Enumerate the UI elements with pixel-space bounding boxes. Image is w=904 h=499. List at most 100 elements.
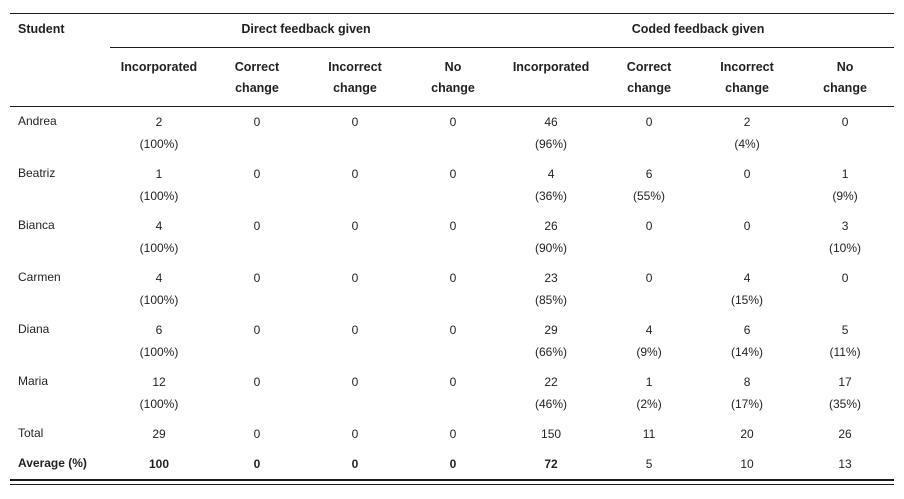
group-header-row: Student Direct feedback given Coded feed… [10,13,895,107]
data-cell: 2 (4%) [698,107,796,160]
data-cell: 1 (2%) [600,367,698,419]
data-cell: 100 [110,449,208,479]
cell-count: 0 [253,375,261,389]
cell-count: 0 [351,427,359,441]
cell-pct: (100%) [139,345,179,359]
column-header-coded-correct-change: Correct change [600,47,699,107]
data-cell: 0 [306,449,404,479]
cell-count: 0 [449,167,457,181]
data-cell: 17 (35%) [796,367,894,419]
cell-count: 5 [645,457,653,471]
data-cell: 0 [698,159,796,211]
data-cell: 0 [404,419,502,449]
cell-count: 1 [841,167,849,181]
cell-count: 1 [155,167,163,181]
cell-count: 0 [645,219,653,233]
table-body: Andrea 2 (100%) 0 0 0 46 (96%) 0 2 (4%) 0 B… [10,107,894,480]
data-cell: 0 [306,107,404,160]
column-header-student: Student [10,13,110,107]
subheader-line1: No [836,60,854,74]
data-cell: 12 (100%) [110,367,208,419]
table-row: Average (%) 100 0 0 0 72 5 10 13 [10,449,894,479]
cell-count: 0 [351,323,359,337]
data-cell: 4 (100%) [110,211,208,263]
cell-count: 10 [740,457,754,471]
cell-pct: (9%) [832,189,858,203]
cell-count: 23 [544,271,558,285]
data-cell: 0 [208,263,306,315]
cell-count: 0 [449,271,457,285]
cell-pct: (35%) [829,397,862,411]
column-header-coded-incorporated: Incorporated [502,47,601,107]
data-cell: 6 (55%) [600,159,698,211]
group-header-direct-feedback: Direct feedback given [110,13,503,48]
column-header-direct-correct-change: Correct change [208,47,306,107]
cell-pct: (100%) [139,137,179,151]
cell-pct: (9%) [636,345,662,359]
table-row: Carmen 4 (100%) 0 0 0 23 (85%) 0 4 (15%) 0 [10,263,894,315]
cell-pct: (85%) [535,293,568,307]
cell-count: 0 [253,457,261,471]
cell-count: 11 [642,427,656,441]
cell-count: 0 [253,167,261,181]
data-cell: 8 (17%) [698,367,796,419]
bottom-rule-thin [10,484,894,485]
data-cell: 0 [796,107,894,160]
cell-count: 4 [743,271,751,285]
cell-pct: (15%) [731,293,764,307]
cell-count: 0 [449,115,457,129]
cell-count: 4 [645,323,653,337]
column-header-coded-no-change: No change [796,47,895,107]
data-cell: 0 [208,211,306,263]
cell-count: 0 [449,219,457,233]
subheader-line2: change [823,81,867,95]
cell-count: 0 [253,115,261,129]
subheader-line1: Incorrect [720,60,774,74]
data-cell: 4 (9%) [600,315,698,367]
cell-count: 0 [743,167,751,181]
cell-count: 72 [544,457,558,471]
data-cell: 4 (36%) [502,159,600,211]
data-cell: 72 [502,449,600,479]
data-cell: 0 [404,159,502,211]
cell-pct: (46%) [535,397,568,411]
data-cell: 22 (46%) [502,367,600,419]
table-row: Beatriz 1 (100%) 0 0 0 4 (36%) 6 (55%) 0 1 (… [10,159,894,211]
data-cell: 29 [110,419,208,449]
cell-count: 0 [449,323,457,337]
data-cell: 46 (96%) [502,107,600,160]
data-cell: 13 [796,449,894,479]
table-header: Student Direct feedback given Coded feed… [10,13,895,107]
subheader-line1: Correct [626,60,672,74]
cell-pct: (100%) [139,189,179,203]
cell-count: 100 [148,457,170,471]
data-cell: 0 [698,211,796,263]
subheader-row: Incorporated Correct change Incorrect ch… [10,47,895,107]
cell-count: 26 [838,427,852,441]
subheader-line1: Incorporated [512,60,590,74]
cell-count: 0 [841,115,849,129]
data-cell: 0 [404,449,502,479]
cell-count: 0 [351,457,359,471]
bottom-rule-thick [10,479,894,481]
subheader-line2: change [725,81,769,95]
cell-pct: (100%) [139,293,179,307]
data-cell: 3 (10%) [796,211,894,263]
student-name: Carmen [18,270,61,284]
cell-count: 0 [645,271,653,285]
column-header-direct-incorporated: Incorporated [110,47,208,107]
data-cell: 0 [404,107,502,160]
cell-count: 0 [449,427,457,441]
data-cell: 0 [600,211,698,263]
data-cell: 6 (14%) [698,315,796,367]
data-cell: 0 [208,449,306,479]
cell-count: 29 [152,427,166,441]
cell-count: 4 [155,219,163,233]
cell-pct: (14%) [731,345,764,359]
data-cell: 0 [306,315,404,367]
subheader-line2: change [333,81,377,95]
cell-count: 0 [351,115,359,129]
data-cell: 0 [404,211,502,263]
data-cell: 29 (66%) [502,315,600,367]
cell-count: 0 [351,271,359,285]
